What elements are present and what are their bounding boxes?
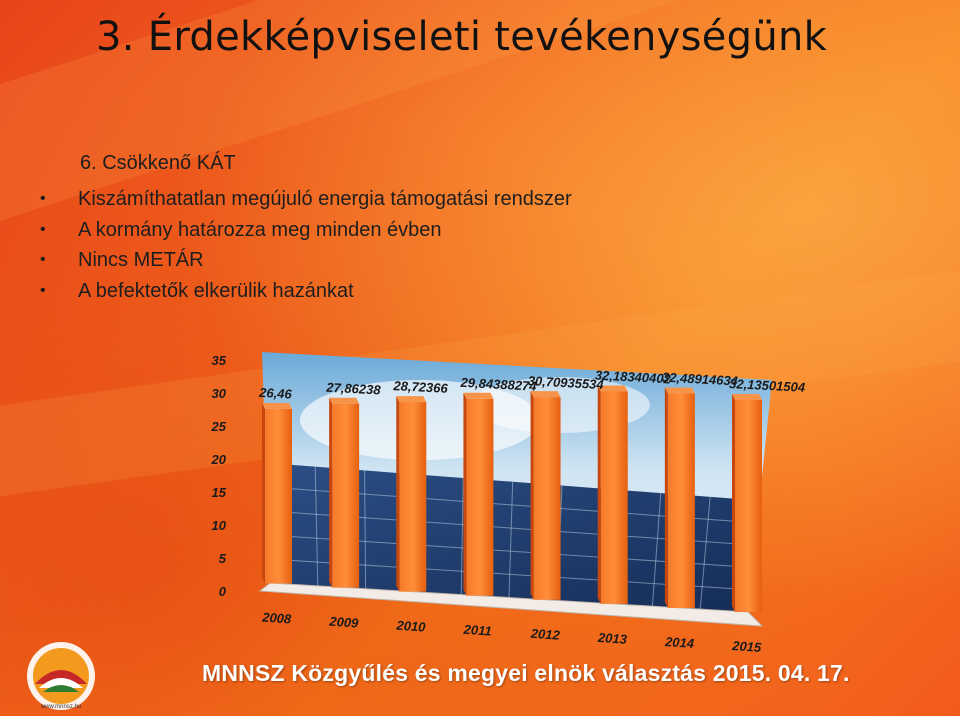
x-tick-label: 2009 [328, 614, 360, 631]
y-tick-label: 25 [211, 419, 227, 434]
panel-grid-line [699, 496, 711, 610]
x-tick-label: 2015 [731, 638, 763, 655]
solar-panel-photo [265, 462, 760, 612]
x-tick-label: 2010 [395, 618, 427, 635]
panel-grid-line [364, 470, 367, 589]
x-tick-label: 2012 [529, 626, 561, 643]
bullet-list: Kiszámíthatatlan megújuló energia támoga… [40, 184, 572, 306]
slide-title: 3. Érdekképviseleti tevékenységünk [96, 14, 828, 60]
y-tick-label: 5 [219, 551, 227, 566]
bar [399, 402, 427, 592]
bar [265, 408, 292, 584]
bar-side-face [732, 393, 735, 613]
bullet-item: Kiszámíthatatlan megújuló energia támoga… [40, 184, 572, 215]
association-logo: www.mnnsz.hu [27, 642, 95, 710]
labels-layer: 0 5 10 15 20 25 30 35 26,46 2008 27,86238 2009 28,72… [211, 353, 807, 655]
panel-grid-line [460, 477, 464, 595]
panel-grid-line [508, 481, 514, 598]
x-tick-label: 2014 [664, 634, 696, 651]
y-tick-label: 15 [212, 485, 227, 500]
data-label: 26,46 [258, 385, 293, 402]
bullet-item: Nincs METÁR [40, 245, 572, 276]
data-label: 28,72366 [392, 378, 449, 396]
panel-grid-line [651, 493, 662, 607]
bar-top-face [732, 393, 762, 400]
bullet-item: A kormány határozza meg minden évben [40, 215, 572, 246]
bullet-item: A befektetők elkerülik hazánkat [40, 276, 572, 307]
bar-top-face [664, 387, 695, 394]
slide-subheading: 6. Csökkenő KÁT [80, 152, 236, 174]
bar-top-face [530, 391, 561, 398]
bar [332, 403, 360, 588]
x-tick-label: 2011 [462, 622, 492, 639]
logo-url-text: www.mnnsz.hu [40, 704, 81, 710]
data-label: 32,18340402 [595, 367, 672, 386]
bar [667, 393, 695, 608]
bar-side-face [329, 397, 333, 588]
y-tick-label: 20 [211, 452, 227, 467]
bar [533, 397, 561, 600]
panel-grid-line [314, 466, 319, 586]
y-tick-label: 30 [212, 386, 227, 401]
bar-side-face [530, 391, 534, 600]
bar-side-face [463, 392, 467, 596]
bar-side-face [664, 387, 668, 608]
bar [466, 398, 494, 596]
bar-top-face [597, 385, 628, 392]
y-tick-label: 35 [212, 353, 227, 368]
bar-top-face [463, 392, 494, 399]
chart-floor [258, 582, 764, 627]
data-label: 27,86238 [325, 380, 382, 398]
bar [600, 391, 628, 604]
bar-side-face [262, 402, 265, 584]
data-label: 32,13501504 [729, 376, 806, 395]
data-label: 30,70935534 [527, 373, 604, 392]
footer-text: MNNSZ Közgyűlés és megyei elnök választá… [202, 660, 850, 686]
x-tick-label: 2013 [597, 630, 629, 647]
y-tick-label: 0 [219, 584, 227, 599]
bar-top-face [329, 397, 360, 404]
data-label: 32,48914634 [662, 370, 739, 389]
bars-layer [262, 385, 762, 613]
bar [735, 399, 762, 613]
bar-top-face [262, 402, 292, 409]
x-tick-label: 2008 [261, 609, 293, 626]
bar-side-face [597, 385, 601, 604]
bar-top-face [396, 396, 427, 403]
data-label: 29,84388274 [459, 375, 537, 394]
y-tick-label: 10 [212, 518, 227, 533]
bar-side-face [396, 396, 400, 592]
